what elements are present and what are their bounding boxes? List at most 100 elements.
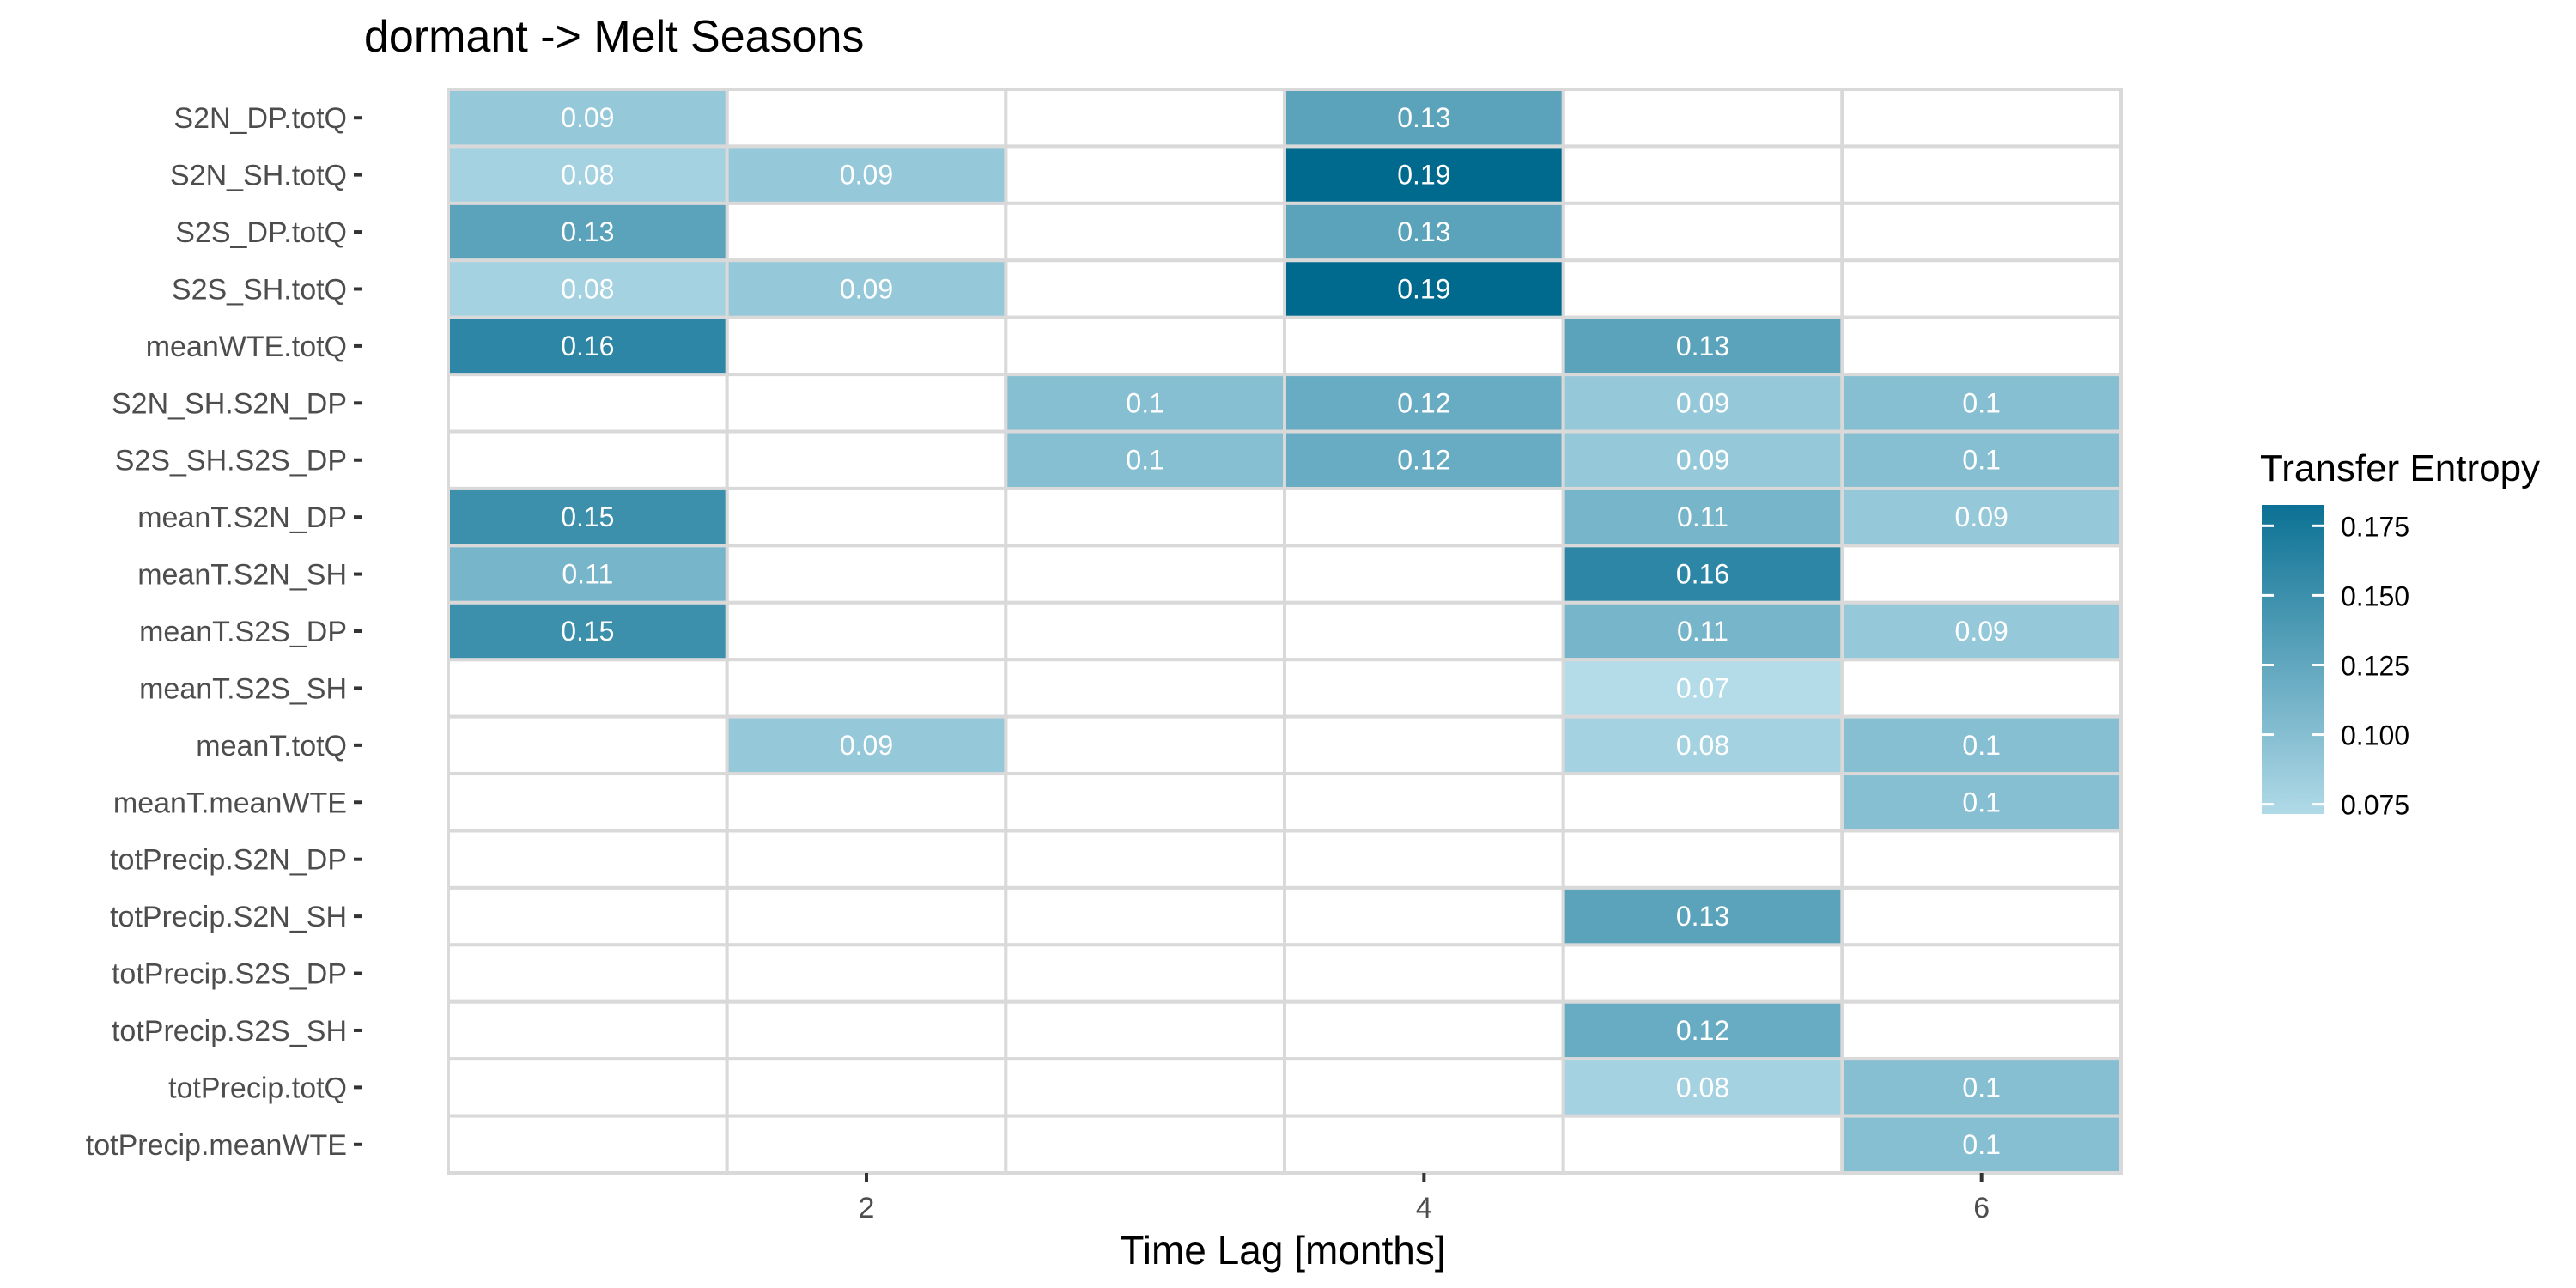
empty-cell bbox=[725, 315, 1008, 377]
empty-cell bbox=[447, 829, 729, 890]
empty-cell bbox=[1004, 486, 1287, 548]
y-tick-label: totPrecip.totQ bbox=[168, 1072, 347, 1104]
heatmap-cell bbox=[1283, 258, 1565, 319]
cell-value-label: 0.1 bbox=[1962, 1072, 2000, 1103]
empty-cell bbox=[1004, 1057, 1287, 1118]
empty-cell bbox=[1004, 885, 1287, 947]
x-tick-label: 2 bbox=[859, 1192, 875, 1224]
y-tick-label: S2N_DP.totQ bbox=[173, 102, 347, 135]
empty-cell bbox=[725, 1114, 1008, 1176]
empty-cell bbox=[725, 1057, 1008, 1118]
legend-tick-label: 0.075 bbox=[2341, 790, 2409, 821]
y-tick-label: S2S_SH.totQ bbox=[172, 273, 347, 306]
empty-cell bbox=[1004, 600, 1287, 662]
empty-cell bbox=[1283, 315, 1565, 377]
empty-cell bbox=[447, 658, 729, 719]
empty-cell bbox=[1004, 943, 1287, 1004]
cell-value-label: 0.19 bbox=[1397, 273, 1450, 304]
cell-value-label: 0.12 bbox=[1397, 445, 1450, 476]
cell-value-label: 0.09 bbox=[840, 160, 893, 191]
empty-cell bbox=[1004, 88, 1287, 149]
cell-value-label: 0.1 bbox=[1126, 445, 1163, 476]
cell-value-label: 0.12 bbox=[1397, 387, 1450, 418]
x-axis-title: Time Lag [months] bbox=[1120, 1228, 1445, 1273]
empty-cell bbox=[1840, 315, 2123, 377]
y-tick-label: totPrecip.meanWTE bbox=[86, 1129, 347, 1162]
empty-cell bbox=[1561, 258, 1844, 319]
empty-cell bbox=[1004, 658, 1287, 719]
empty-cell bbox=[1840, 885, 2123, 947]
empty-cell bbox=[447, 772, 729, 833]
y-axis: S2N_DP.totQ S2N_SH.totQ S2S_DP.totQ S2S_SH.… bbox=[86, 102, 362, 1162]
cell-value-label: 0.13 bbox=[1676, 331, 1729, 361]
empty-cell bbox=[447, 943, 729, 1004]
empty-cell bbox=[1004, 999, 1287, 1061]
chart-title: dormant -> Melt Seasons bbox=[364, 12, 864, 62]
empty-cell bbox=[447, 373, 729, 434]
empty-cell bbox=[1004, 315, 1287, 377]
empty-cell bbox=[725, 658, 1008, 719]
empty-cell bbox=[1840, 999, 2123, 1061]
cell-value-label: 0.09 bbox=[561, 102, 614, 133]
legend-title: Transfer Entropy bbox=[2260, 447, 2540, 489]
empty-cell bbox=[725, 429, 1008, 490]
y-tick-label: meanWTE.totQ bbox=[146, 331, 347, 363]
empty-cell bbox=[725, 486, 1008, 548]
empty-cell bbox=[1283, 772, 1565, 833]
heatmap-cell bbox=[725, 714, 1008, 776]
cell-value-label: 0.1 bbox=[1962, 445, 2000, 476]
cell-value-label: 0.12 bbox=[1676, 1015, 1729, 1046]
empty-cell bbox=[447, 999, 729, 1061]
cell-value-label: 0.08 bbox=[1676, 1072, 1729, 1103]
cell-value-label: 0.15 bbox=[561, 501, 614, 532]
empty-cell bbox=[725, 544, 1008, 605]
empty-cell bbox=[1004, 1114, 1287, 1176]
empty-cell bbox=[1283, 885, 1565, 947]
cell-value-label: 0.13 bbox=[561, 216, 614, 247]
heatmap-cell bbox=[1840, 1114, 2123, 1176]
y-tick-label: meanT.S2N_SH bbox=[137, 559, 347, 592]
empty-cell bbox=[1561, 88, 1844, 149]
y-tick-label: totPrecip.S2N_SH bbox=[110, 901, 347, 933]
heatmap-cell bbox=[725, 144, 1008, 205]
empty-cell bbox=[725, 885, 1008, 947]
heatmap-cell bbox=[1004, 429, 1287, 490]
heatmap-cell bbox=[1840, 714, 2123, 776]
y-tick-label: totPrecip.S2N_DP bbox=[110, 844, 347, 877]
cell-value-label: 0.09 bbox=[1955, 501, 2008, 532]
cell-value-label: 0.1 bbox=[1962, 730, 2000, 761]
heatmap-cell bbox=[1283, 429, 1565, 490]
empty-cell bbox=[1561, 201, 1844, 263]
y-tick-label: meanT.S2N_DP bbox=[137, 501, 347, 534]
cell-value-label: 0.1 bbox=[1962, 787, 2000, 817]
empty-cell bbox=[1840, 658, 2123, 719]
cell-value-label: 0.08 bbox=[561, 273, 614, 304]
heatmap-cell bbox=[1561, 1057, 1844, 1118]
heatmap-cell bbox=[1561, 658, 1844, 719]
cell-value-label: 0.13 bbox=[1397, 102, 1450, 133]
heatmap-cell bbox=[1561, 373, 1844, 434]
empty-cell bbox=[1840, 829, 2123, 890]
cell-value-label: 0.15 bbox=[561, 616, 614, 647]
cell-value-label: 0.13 bbox=[1397, 216, 1450, 247]
legend: Transfer Entropy 0.075 0.100 0.125 0.150 0.1… bbox=[2260, 447, 2540, 821]
heatmap-cell bbox=[447, 315, 729, 377]
x-tick-label: 4 bbox=[1416, 1192, 1432, 1224]
heatmap-cell bbox=[1561, 999, 1844, 1061]
empty-cell bbox=[1283, 1057, 1565, 1118]
heatmap-cell bbox=[1561, 315, 1844, 377]
cell-value-label: 0.09 bbox=[1676, 387, 1729, 418]
y-tick-label: totPrecip.S2S_DP bbox=[112, 958, 347, 991]
x-tick-label: 6 bbox=[1973, 1192, 1990, 1224]
empty-cell bbox=[1840, 943, 2123, 1004]
cell-value-label: 0.11 bbox=[1677, 616, 1728, 647]
heatmap-cell bbox=[447, 486, 729, 548]
y-tick-label: S2S_SH.S2S_DP bbox=[115, 445, 347, 477]
cell-value-label: 0.08 bbox=[1676, 730, 1729, 761]
empty-cell bbox=[1283, 714, 1565, 776]
y-tick-label: meanT.S2S_DP bbox=[139, 616, 347, 648]
empty-cell bbox=[1283, 829, 1565, 890]
heatmap-cell bbox=[1561, 714, 1844, 776]
empty-cell bbox=[1004, 714, 1287, 776]
